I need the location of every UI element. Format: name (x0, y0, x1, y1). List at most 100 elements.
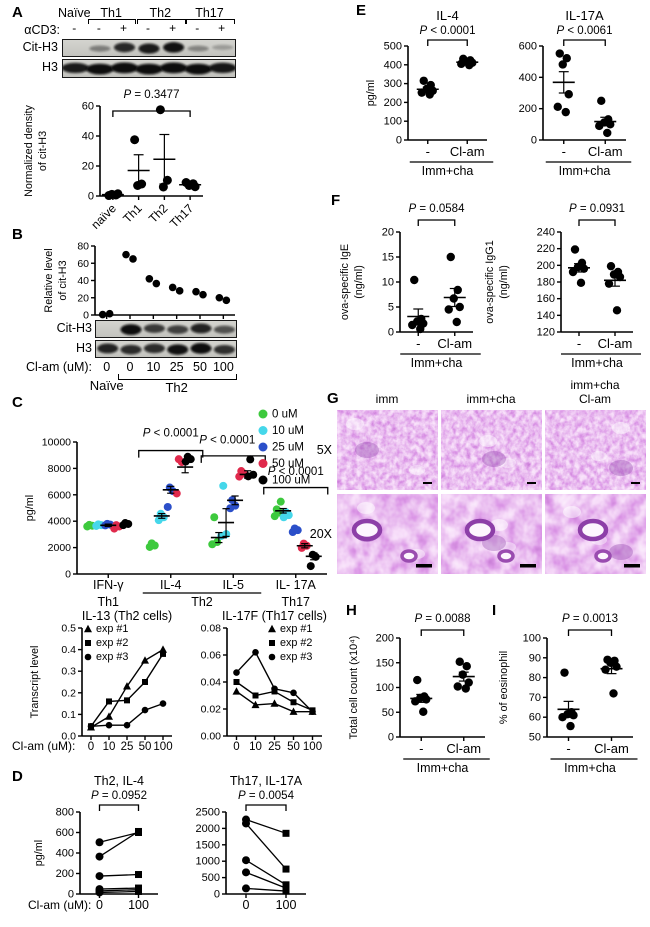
svg-text:Cl-am (uM):: Cl-am (uM): (12, 739, 75, 753)
svg-text:50: 50 (529, 732, 541, 744)
svg-text:50 uM: 50 uM (272, 458, 304, 470)
svg-text:0.5: 0.5 (61, 623, 76, 635)
dose-value: 25 (169, 360, 184, 374)
acd3-bracket (186, 19, 235, 24)
svg-text:25: 25 (121, 741, 134, 753)
svg-text:Transcript level: Transcript level (29, 646, 41, 719)
svg-text:Imm+cha: Imm+cha (422, 164, 474, 178)
chart-a-density-scatter: 0 20 40 60 Normalized density of cit-H3 naïve T… (20, 86, 225, 236)
svg-text:0.02: 0.02 (201, 704, 222, 716)
svg-text:10: 10 (382, 277, 394, 289)
E_il17a-plot: 0 200 400 600 - Cl-am Imm+cha IL-17A P < 0.0061 (519, 8, 632, 178)
svg-text:180: 180 (537, 277, 555, 289)
acd3-bracket (137, 19, 186, 24)
blot-strip (95, 320, 237, 338)
svg-text:P < 0.0001: P < 0.0001 (268, 466, 324, 478)
svg-text:Th17: Th17 (282, 595, 311, 609)
svg-text:P = 0.0013: P = 0.0013 (562, 613, 618, 625)
svg-text:0.3: 0.3 (61, 666, 76, 678)
svg-text:70: 70 (529, 692, 541, 704)
dose-value: 100 (212, 360, 234, 374)
H_count-plot: 0 50 100 150 200 Total cell count (x10⁴) - Cl-a… (348, 613, 490, 775)
th2-bracket (118, 374, 237, 380)
svg-text:-: - (416, 336, 420, 351)
svg-text:0 uM: 0 uM (272, 409, 298, 421)
histology-tile-r1c1 (441, 494, 542, 574)
blot-row-label: Cit-H3 (22, 40, 58, 54)
svg-text:Cl-am: Cl-am (598, 336, 633, 351)
svg-text:(ng/ml): (ng/ml) (498, 265, 510, 299)
svg-text:200: 200 (384, 97, 402, 109)
svg-text:Cl-am: Cl-am (450, 144, 485, 159)
blot-row-label: H3 (42, 60, 58, 74)
svg-text:25: 25 (268, 741, 281, 753)
dose-value: 50 (193, 360, 207, 374)
blot-group-label: Th17 (195, 6, 224, 20)
svg-text:100: 100 (523, 633, 541, 645)
svg-text:2500: 2500 (196, 807, 220, 819)
svg-text:-: - (419, 741, 423, 756)
acd3-label: αCD3: (24, 23, 60, 37)
panel-label-b: B (12, 226, 23, 243)
svg-text:15: 15 (382, 252, 394, 264)
svg-text:600: 600 (56, 827, 74, 839)
svg-text:80: 80 (529, 672, 541, 684)
svg-text:200: 200 (376, 633, 394, 645)
svg-text:ova-specific IgG1: ova-specific IgG1 (484, 240, 496, 323)
svg-text:P < 0.0001: P < 0.0001 (143, 428, 199, 440)
chart-c-il13-line: 0.0 0.1 0.2 0.3 0.4 0.5 Transcript level IL-13 … (12, 608, 180, 766)
svg-text:IFN-γ: IFN-γ (93, 578, 124, 592)
svg-text:P < 0.0061: P < 0.0061 (557, 25, 613, 37)
chart-f-ige-scatter: 0 5 10 15 20 ova-specific IgE (ng/ml) - Cl-am Imm… (338, 196, 483, 378)
svg-text:Th1: Th1 (97, 595, 119, 609)
svg-text:IL- 17A: IL- 17A (276, 578, 317, 592)
histology-row-label-5x: 5X (316, 443, 332, 457)
svg-text:0.0: 0.0 (61, 731, 76, 743)
svg-text:10 uM: 10 uM (272, 425, 304, 437)
svg-text:P = 0.0952: P = 0.0952 (91, 790, 147, 802)
svg-text:100: 100 (303, 741, 322, 753)
acd3-sign: - (96, 21, 101, 35)
svg-text:0: 0 (388, 732, 394, 744)
svg-text:2000: 2000 (48, 542, 72, 554)
svg-text:0: 0 (88, 191, 94, 203)
histology-col-label-immcha: imm+cha (466, 392, 516, 406)
svg-text:P < 0.0001: P < 0.0001 (420, 25, 476, 37)
E_il4-plot: 0 100 200 300 400 500 pg/ml - Cl-am Imm+cha IL-4 P … (365, 8, 494, 178)
chart-i-eosinophil-scatter: 50 60 70 80 90 100 % of eosinophil - Cl-am Imm+ch… (495, 608, 645, 783)
svg-text:IL-13 (Th2 cells): IL-13 (Th2 cells) (82, 609, 172, 623)
svg-text:60: 60 (529, 712, 541, 724)
svg-text:20: 20 (82, 161, 94, 173)
svg-text:0: 0 (83, 310, 89, 322)
panel-label-a: A (12, 4, 23, 21)
svg-text:of cit-H3: of cit-H3 (57, 260, 69, 300)
western-blot-panel-a: Naïve Th1 Th2 Th17 αCD3: - - + - + - + Cit-H3 H3 (10, 6, 250, 86)
acd3-sign: + (218, 21, 226, 35)
svg-text:140: 140 (537, 310, 555, 322)
svg-text:220: 220 (537, 243, 555, 255)
svg-text:(ng/ml): (ng/ml) (353, 265, 365, 299)
svg-text:1500: 1500 (196, 839, 220, 851)
blot-group-label: Th1 (100, 6, 122, 20)
svg-text:0.06: 0.06 (201, 650, 222, 662)
svg-text:0: 0 (233, 741, 239, 753)
blot-group-label: Th2 (149, 6, 172, 20)
svg-text:Th17: Th17 (167, 201, 196, 230)
svg-text:50: 50 (139, 741, 152, 753)
svg-text:150: 150 (376, 657, 394, 669)
svg-text:6000: 6000 (48, 489, 72, 501)
acd3-sign: - (195, 21, 200, 35)
svg-text:Normalized density: Normalized density (23, 104, 35, 196)
chart-e-il4-scatter: 0 100 200 300 400 500 pg/ml - Cl-am Imm+cha IL-4 P … (360, 6, 495, 184)
svg-text:of cit-H3: of cit-H3 (37, 131, 49, 171)
svg-text:exp #1: exp #1 (280, 623, 312, 635)
svg-text:Imm+cha: Imm+cha (564, 761, 616, 775)
svg-text:200: 200 (56, 868, 74, 880)
acd3-sign: - (146, 21, 150, 35)
panel-label-c: C (12, 394, 23, 411)
F_ige-plot: 0 5 10 15 20 ova-specific IgE (ng/ml) - Cl-am Imm… (339, 203, 481, 370)
svg-text:% of eosinophil: % of eosinophil (498, 651, 510, 724)
